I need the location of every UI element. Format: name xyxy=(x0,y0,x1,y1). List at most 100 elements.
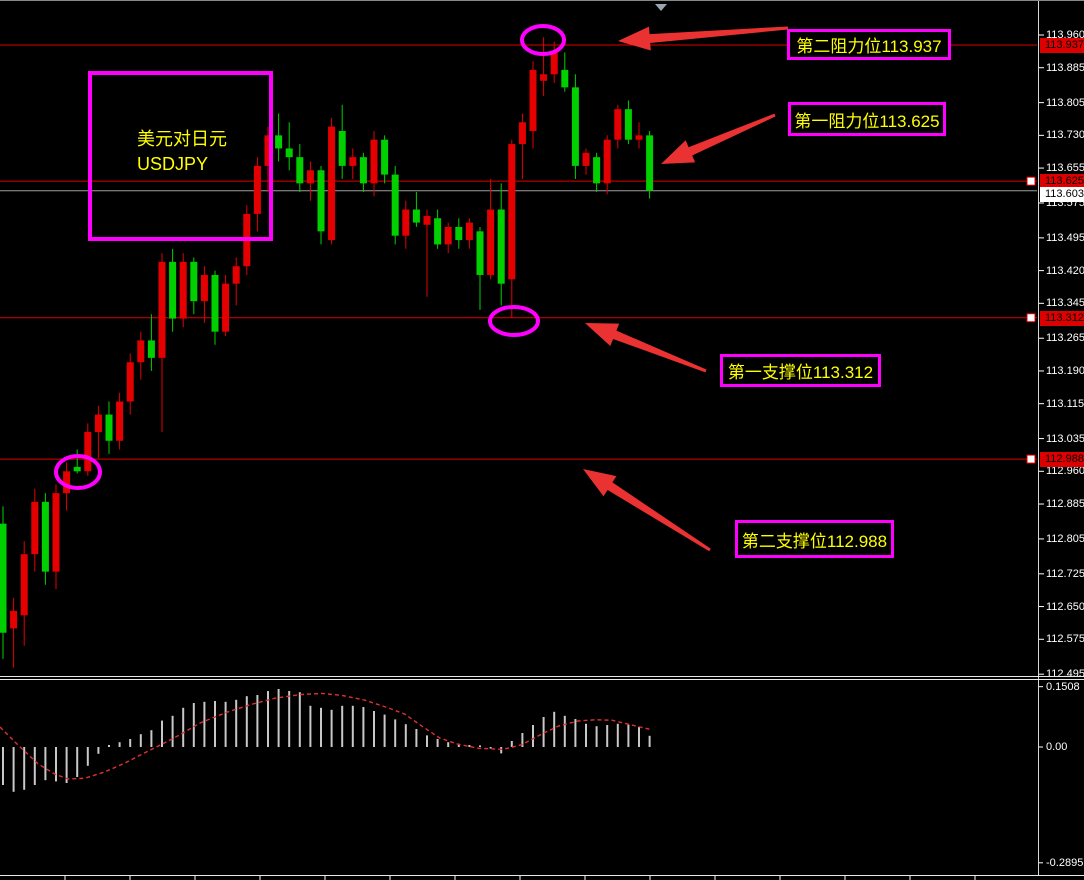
candle-body xyxy=(529,69,537,131)
candle-body xyxy=(275,135,283,149)
chart-shift-marker-icon[interactable] xyxy=(655,4,667,11)
macd-signal-line xyxy=(0,692,653,780)
price-tick-label: 113.730 xyxy=(1046,129,1084,142)
current-price-tag: 113.603 xyxy=(1040,187,1084,202)
candle-body xyxy=(508,144,516,280)
price-tick-label: 113.655 xyxy=(1046,162,1084,175)
indicator-tick-label: 0.00 xyxy=(1046,741,1068,753)
price-tick-label: 113.345 xyxy=(1046,297,1084,310)
price-tick-label: 112.495 xyxy=(1046,668,1084,681)
candle-body xyxy=(381,139,389,175)
candle-body xyxy=(476,231,484,275)
candle-body xyxy=(370,139,378,184)
price-chart-canvas[interactable] xyxy=(0,1,1084,680)
support1-label-box[interactable]: 第一支撑位113.312 xyxy=(720,354,881,387)
candle-body xyxy=(306,170,314,184)
candle-body xyxy=(593,157,601,184)
price-tick-label: 113.420 xyxy=(1046,264,1084,277)
candle-body xyxy=(603,139,611,184)
support1-touch-circle[interactable] xyxy=(488,305,540,337)
candle-body xyxy=(455,226,463,241)
candle-body xyxy=(646,135,654,191)
candle-body xyxy=(41,501,49,572)
candle-body xyxy=(84,432,92,472)
top-touch-circle[interactable] xyxy=(520,24,566,56)
candle-body xyxy=(126,362,134,402)
price-tick-label: 113.495 xyxy=(1046,231,1084,244)
candle-body xyxy=(402,209,410,236)
level-price-tag: 113.937 xyxy=(1040,37,1084,53)
level-price-tag: 112.988 xyxy=(1040,451,1084,467)
candle-body xyxy=(179,261,187,319)
price-tick-label: 112.650 xyxy=(1046,600,1084,613)
candle-body xyxy=(63,471,71,494)
candle-body xyxy=(635,135,643,140)
candle-body xyxy=(328,126,336,241)
candle-body xyxy=(487,209,495,275)
macd-indicator-canvas[interactable] xyxy=(0,680,1084,880)
arrow-to-support1[interactable] xyxy=(585,323,707,373)
axis-divider xyxy=(1038,1,1039,876)
arrow-to-resistance2[interactable] xyxy=(618,26,789,51)
support2-label-box[interactable]: 第二支撑位112.988 xyxy=(735,520,894,558)
candle-body xyxy=(147,340,155,358)
candle-body xyxy=(169,261,177,319)
price-tick-label: 112.960 xyxy=(1046,465,1084,478)
price-tick-label: 113.805 xyxy=(1046,96,1084,109)
candle-body xyxy=(94,414,102,433)
support2-touch-circle[interactable] xyxy=(54,454,102,490)
price-tick-label: 113.035 xyxy=(1046,432,1084,445)
candle-body xyxy=(497,209,505,284)
price-tick-label: 112.805 xyxy=(1046,532,1084,545)
candle-body xyxy=(391,174,399,236)
candle-body xyxy=(296,157,304,184)
candle-body xyxy=(349,157,357,166)
candle-body xyxy=(285,148,293,158)
time-axis-divider xyxy=(0,875,1084,876)
candle-body xyxy=(571,87,579,166)
candle-body xyxy=(264,135,272,166)
symbol-annotation-box[interactable]: 美元对日元 USDJPY xyxy=(88,71,273,241)
candle-body xyxy=(137,340,145,363)
candle-body xyxy=(253,165,261,214)
candle-body xyxy=(52,493,60,572)
candle-body xyxy=(317,170,325,232)
candle-body xyxy=(465,222,473,241)
candle-body xyxy=(550,52,558,75)
indicator-tick-label: 0.1508 xyxy=(1046,680,1080,693)
candle-body xyxy=(582,152,590,166)
price-tick-label: 113.885 xyxy=(1046,61,1084,74)
candle-body xyxy=(412,209,420,223)
symbol-title-cn: 美元对日元 xyxy=(137,129,227,149)
candle-body xyxy=(540,74,548,81)
candle-body xyxy=(518,122,526,145)
line-drag-handle[interactable] xyxy=(1026,313,1036,323)
candle-body xyxy=(0,523,7,633)
candle-body xyxy=(423,216,431,225)
price-tick-label: 112.885 xyxy=(1046,498,1084,511)
level-price-tag: 113.625 xyxy=(1040,173,1084,189)
candle-body xyxy=(190,261,198,302)
candle-body xyxy=(31,501,39,555)
resistance1-label-box[interactable]: 第一阻力位113.625 xyxy=(788,102,946,136)
candle-body xyxy=(359,157,367,184)
resistance2-label-box[interactable]: 第二阻力位113.937 xyxy=(787,29,951,60)
pane-splitter-bottom[interactable] xyxy=(0,679,1084,680)
candle-body xyxy=(338,130,346,166)
indicator-tick-label: -0.2895 xyxy=(1046,856,1084,869)
candle-body xyxy=(444,226,452,245)
price-tick-label: 113.115 xyxy=(1046,397,1084,410)
candle-body xyxy=(434,218,442,245)
arrow-to-support2[interactable] xyxy=(583,469,711,552)
candle-body xyxy=(211,274,219,332)
candle-body xyxy=(116,401,124,441)
candle-body xyxy=(232,266,240,284)
line-drag-handle[interactable] xyxy=(1026,454,1036,464)
line-drag-handle[interactable] xyxy=(1026,176,1036,186)
arrow-to-resistance1[interactable] xyxy=(661,113,776,164)
pane-splitter-top[interactable] xyxy=(0,676,1084,677)
price-tick-label: 112.725 xyxy=(1046,567,1084,580)
price-tick-label: 112.575 xyxy=(1046,633,1084,646)
